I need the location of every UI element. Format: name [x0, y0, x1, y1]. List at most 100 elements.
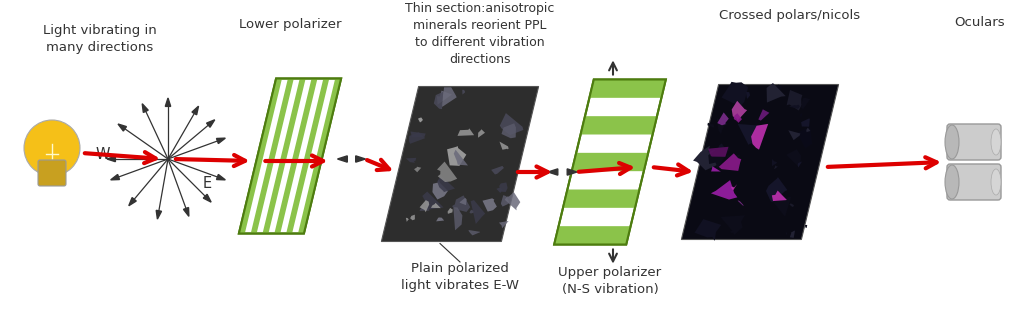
- Polygon shape: [274, 78, 317, 233]
- Polygon shape: [157, 210, 162, 219]
- Polygon shape: [571, 153, 648, 171]
- FancyBboxPatch shape: [947, 164, 1001, 200]
- Text: Lower polarizer: Lower polarizer: [239, 18, 341, 31]
- Polygon shape: [460, 198, 467, 205]
- Polygon shape: [142, 104, 148, 113]
- Polygon shape: [563, 189, 639, 208]
- Polygon shape: [447, 146, 466, 166]
- Polygon shape: [711, 166, 721, 172]
- Polygon shape: [452, 195, 470, 212]
- Polygon shape: [798, 127, 812, 149]
- Polygon shape: [798, 161, 802, 169]
- Polygon shape: [458, 128, 474, 136]
- Polygon shape: [590, 79, 666, 98]
- Ellipse shape: [945, 125, 959, 159]
- Polygon shape: [414, 167, 421, 172]
- Text: Plain polarized
light vibrates E-W: Plain polarized light vibrates E-W: [401, 262, 519, 292]
- Polygon shape: [431, 203, 440, 208]
- Polygon shape: [774, 165, 778, 169]
- Polygon shape: [462, 90, 465, 95]
- Polygon shape: [766, 177, 787, 202]
- Polygon shape: [118, 124, 126, 131]
- Polygon shape: [420, 207, 430, 211]
- Polygon shape: [432, 180, 447, 199]
- Polygon shape: [298, 78, 341, 233]
- Polygon shape: [711, 180, 737, 199]
- Polygon shape: [420, 200, 429, 212]
- Polygon shape: [759, 109, 769, 121]
- FancyBboxPatch shape: [38, 160, 66, 186]
- Polygon shape: [239, 78, 341, 233]
- Polygon shape: [786, 149, 801, 167]
- Polygon shape: [436, 217, 444, 221]
- Polygon shape: [801, 119, 810, 127]
- Polygon shape: [441, 87, 457, 107]
- Polygon shape: [786, 90, 803, 111]
- Polygon shape: [788, 130, 801, 140]
- Polygon shape: [470, 210, 474, 213]
- FancyBboxPatch shape: [947, 124, 1001, 160]
- Polygon shape: [733, 113, 742, 123]
- Polygon shape: [790, 203, 794, 207]
- Polygon shape: [191, 106, 199, 115]
- Polygon shape: [737, 200, 743, 206]
- Polygon shape: [437, 176, 455, 192]
- Polygon shape: [751, 124, 768, 150]
- Text: W: W: [95, 147, 110, 162]
- Polygon shape: [500, 142, 509, 150]
- Ellipse shape: [945, 165, 959, 199]
- Polygon shape: [696, 155, 712, 167]
- Text: Crossed polars/nicols: Crossed polars/nicols: [720, 9, 860, 22]
- Polygon shape: [471, 200, 485, 224]
- Polygon shape: [207, 120, 215, 127]
- Polygon shape: [338, 156, 347, 162]
- Polygon shape: [708, 123, 715, 128]
- Polygon shape: [478, 129, 485, 138]
- Polygon shape: [693, 146, 720, 170]
- Polygon shape: [482, 198, 497, 211]
- Polygon shape: [239, 78, 282, 233]
- Polygon shape: [106, 156, 116, 162]
- Polygon shape: [717, 143, 725, 154]
- Polygon shape: [251, 78, 294, 233]
- Polygon shape: [411, 132, 426, 137]
- Polygon shape: [788, 105, 800, 109]
- Polygon shape: [709, 147, 728, 157]
- Polygon shape: [437, 162, 457, 182]
- Polygon shape: [767, 83, 785, 103]
- Text: Oculars: Oculars: [954, 16, 1006, 29]
- Polygon shape: [418, 118, 423, 122]
- Polygon shape: [709, 148, 730, 168]
- Polygon shape: [719, 153, 741, 171]
- Ellipse shape: [991, 129, 1001, 155]
- Polygon shape: [204, 194, 211, 202]
- Polygon shape: [286, 78, 330, 233]
- Polygon shape: [497, 188, 502, 193]
- Polygon shape: [746, 92, 751, 99]
- Polygon shape: [730, 228, 737, 233]
- Polygon shape: [791, 98, 793, 101]
- Polygon shape: [406, 158, 417, 163]
- Polygon shape: [381, 87, 539, 241]
- Polygon shape: [806, 128, 810, 132]
- Polygon shape: [681, 85, 839, 239]
- Polygon shape: [805, 225, 807, 228]
- Polygon shape: [216, 174, 225, 180]
- Polygon shape: [454, 207, 463, 230]
- Polygon shape: [469, 230, 480, 235]
- Polygon shape: [581, 116, 657, 135]
- Polygon shape: [129, 197, 136, 206]
- Polygon shape: [801, 98, 810, 109]
- Polygon shape: [732, 101, 748, 122]
- Polygon shape: [722, 82, 749, 105]
- Text: Upper polarizer
(N-S vibration): Upper polarizer (N-S vibration): [558, 266, 662, 296]
- Text: Thin section:anisotropic
minerals reorient PPL
to different vibration
directions: Thin section:anisotropic minerals reorie…: [406, 2, 555, 66]
- Polygon shape: [502, 123, 516, 138]
- Polygon shape: [262, 78, 305, 233]
- Polygon shape: [548, 169, 558, 175]
- Polygon shape: [492, 166, 504, 174]
- Text: E: E: [203, 175, 212, 190]
- Circle shape: [24, 120, 80, 176]
- Polygon shape: [216, 138, 225, 144]
- Polygon shape: [434, 92, 443, 109]
